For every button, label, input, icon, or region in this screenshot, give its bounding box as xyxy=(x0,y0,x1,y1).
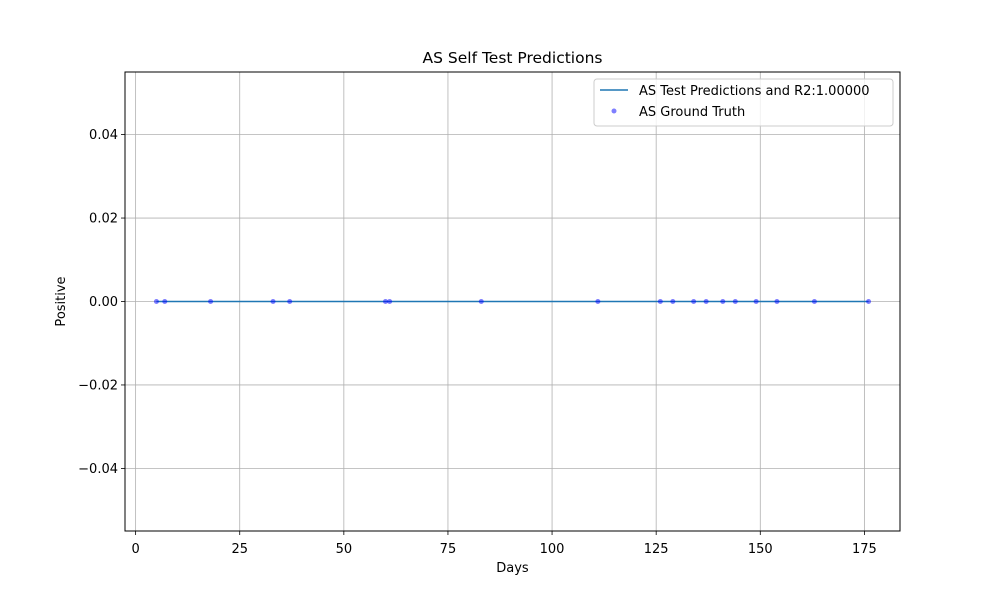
y-axis: −0.04 −0.02 0.00 0.02 0.04 xyxy=(78,128,125,477)
ground-truth-point xyxy=(753,299,759,304)
ground-truth-point xyxy=(774,299,780,304)
x-tick-label: 50 xyxy=(336,542,353,557)
ground-truth-point xyxy=(153,299,159,304)
y-tick-label: −0.04 xyxy=(78,462,118,477)
y-tick-label: −0.02 xyxy=(78,378,118,393)
legend: AS Test Predictions and R2:1.00000 AS Gr… xyxy=(593,78,894,127)
ground-truth-point xyxy=(287,299,293,304)
chart-title: AS Self Test Predictions xyxy=(423,49,603,67)
x-tick-label: 25 xyxy=(231,542,248,557)
ground-truth-point xyxy=(691,299,697,304)
x-tick-label: 75 xyxy=(440,542,457,557)
ground-truth-point xyxy=(162,299,168,304)
ground-truth-point xyxy=(670,299,676,304)
x-axis: 0 25 50 75 100 125 150 175 xyxy=(131,531,877,557)
x-tick-label: 100 xyxy=(540,542,565,557)
x-tick-label: 125 xyxy=(644,542,669,557)
y-axis-label: Positive xyxy=(54,276,69,326)
legend-box xyxy=(593,78,894,127)
y-tick-label: 0.00 xyxy=(89,295,118,310)
x-axis-label: Days xyxy=(496,561,529,576)
y-tick-label: 0.02 xyxy=(89,212,118,227)
ground-truth-point xyxy=(732,299,738,304)
x-tick-label: 150 xyxy=(748,542,773,557)
ground-truth-point xyxy=(478,299,484,304)
ground-truth-point xyxy=(720,299,726,304)
ground-truth-point xyxy=(208,299,214,304)
ground-truth-point xyxy=(595,299,601,304)
x-tick-label: 0 xyxy=(131,542,139,557)
ground-truth-point xyxy=(657,299,663,304)
legend-label-predictions: AS Test Predictions and R2:1.00000 xyxy=(639,84,870,99)
ground-truth-point xyxy=(270,299,276,304)
legend-label-ground-truth: AS Ground Truth xyxy=(639,105,745,120)
ground-truth-point xyxy=(866,299,872,304)
ground-truth-point xyxy=(387,299,393,304)
ground-truth-point xyxy=(811,299,817,304)
series-layer xyxy=(153,299,872,304)
legend-marker-swatch xyxy=(611,108,617,114)
x-tick-label: 175 xyxy=(852,542,877,557)
ground-truth-point xyxy=(382,299,388,304)
ground-truth-point xyxy=(703,299,709,304)
y-tick-label: 0.04 xyxy=(89,128,118,143)
